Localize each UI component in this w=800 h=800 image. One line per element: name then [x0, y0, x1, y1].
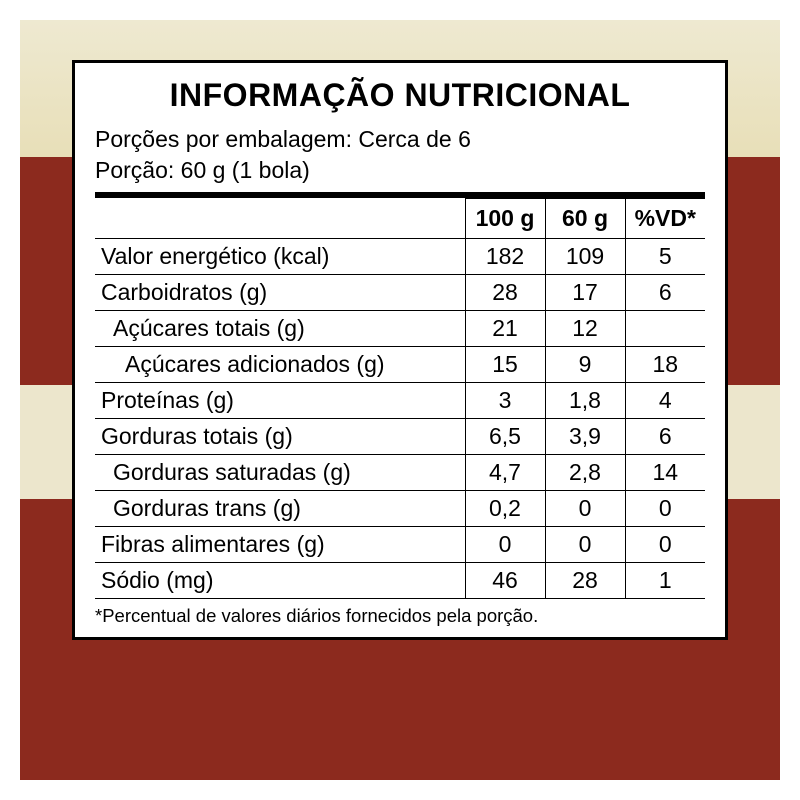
row-name: Fibras alimentares (g) [95, 527, 465, 563]
row-name: Sódio (mg) [95, 563, 465, 599]
col-header-60g: 60 g [545, 199, 625, 239]
row-value-c2: 9 [545, 347, 625, 383]
nutrition-panel: INFORMAÇÃO NUTRICIONAL Porções por embal… [72, 60, 728, 640]
row-value-c1: 0,2 [465, 491, 545, 527]
table-row: Açúcares totais (g)2112 [95, 311, 705, 347]
row-value-c2: 2,8 [545, 455, 625, 491]
row-value-c1: 21 [465, 311, 545, 347]
row-value-c2: 17 [545, 275, 625, 311]
row-value-c1: 6,5 [465, 419, 545, 455]
row-value-c1: 3 [465, 383, 545, 419]
row-value-c3 [625, 311, 705, 347]
row-value-c3: 1 [625, 563, 705, 599]
row-value-c1: 4,7 [465, 455, 545, 491]
row-value-c1: 0 [465, 527, 545, 563]
table-row: Sódio (mg)46281 [95, 563, 705, 599]
row-value-c3: 6 [625, 275, 705, 311]
row-value-c3: 18 [625, 347, 705, 383]
footnote: *Percentual de valores diários fornecido… [95, 599, 705, 627]
nutrition-table: 100 g 60 g %VD* Valor energético (kcal)1… [95, 198, 705, 599]
table-header-row: 100 g 60 g %VD* [95, 199, 705, 239]
row-value-c2: 1,8 [545, 383, 625, 419]
row-name: Gorduras totais (g) [95, 419, 465, 455]
row-value-c1: 28 [465, 275, 545, 311]
row-value-c1: 46 [465, 563, 545, 599]
row-value-c2: 12 [545, 311, 625, 347]
row-value-c3: 4 [625, 383, 705, 419]
row-value-c2: 3,9 [545, 419, 625, 455]
row-name: Gorduras trans (g) [95, 491, 465, 527]
row-value-c3: 14 [625, 455, 705, 491]
row-value-c2: 28 [545, 563, 625, 599]
col-header-100g: 100 g [465, 199, 545, 239]
table-row: Açúcares adicionados (g)15918 [95, 347, 705, 383]
panel-title: INFORMAÇÃO NUTRICIONAL [95, 77, 705, 114]
row-value-c2: 0 [545, 527, 625, 563]
table-row: Gorduras totais (g)6,53,96 [95, 419, 705, 455]
row-value-c2: 109 [545, 239, 625, 275]
row-value-c1: 182 [465, 239, 545, 275]
row-name: Carboidratos (g) [95, 275, 465, 311]
col-header-name [95, 199, 465, 239]
row-value-c3: 0 [625, 527, 705, 563]
col-header-vd: %VD* [625, 199, 705, 239]
table-row: Fibras alimentares (g)000 [95, 527, 705, 563]
serving-size: Porção: 60 g (1 bola) [95, 155, 705, 186]
table-row: Carboidratos (g)28176 [95, 275, 705, 311]
row-name: Açúcares adicionados (g) [95, 347, 465, 383]
servings-per-package: Porções por embalagem: Cerca de 6 [95, 124, 705, 155]
table-row: Gorduras saturadas (g)4,72,814 [95, 455, 705, 491]
row-name: Açúcares totais (g) [95, 311, 465, 347]
row-value-c3: 0 [625, 491, 705, 527]
table-row: Proteínas (g)31,84 [95, 383, 705, 419]
table-row: Gorduras trans (g)0,200 [95, 491, 705, 527]
table-row: Valor energético (kcal)1821095 [95, 239, 705, 275]
row-name: Proteínas (g) [95, 383, 465, 419]
row-name: Gorduras saturadas (g) [95, 455, 465, 491]
row-value-c3: 6 [625, 419, 705, 455]
row-value-c1: 15 [465, 347, 545, 383]
row-value-c3: 5 [625, 239, 705, 275]
row-name: Valor energético (kcal) [95, 239, 465, 275]
row-value-c2: 0 [545, 491, 625, 527]
